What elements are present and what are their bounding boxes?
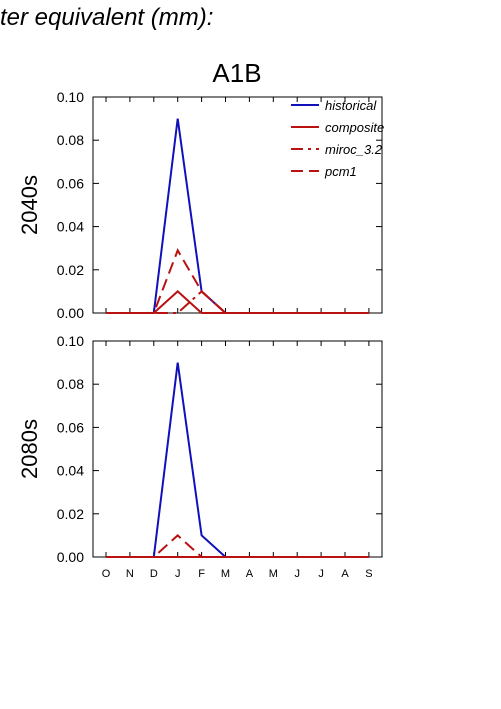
x-tick-label: M — [269, 568, 278, 580]
x-tick-label: J — [294, 568, 300, 580]
y-tick-label: 0.04 — [57, 219, 84, 235]
series-line-historical — [106, 362, 369, 558]
legend-label: miroc_3.2 — [325, 142, 383, 157]
y-axis-label: 2040s — [17, 175, 42, 235]
x-tick-label: J — [175, 568, 181, 580]
x-tick-label: F — [198, 568, 205, 580]
legend-label: composite — [325, 120, 384, 135]
y-tick-label: 0.02 — [57, 262, 84, 278]
x-tick-label: J — [318, 568, 324, 580]
y-tick-label: 0.00 — [57, 305, 84, 321]
y-tick-label: 0.02 — [57, 506, 84, 522]
x-tick-label: D — [150, 568, 158, 580]
panel-2040s: 0.00 0.02 0.04 0.06 0.08 0.10 2040s historical c… — [17, 89, 384, 321]
series-line-composite — [106, 290, 369, 314]
plot-frame — [92, 340, 383, 558]
x-tick-label: M — [221, 568, 230, 580]
y-tick-label: 0.10 — [57, 89, 84, 105]
page-header: ter equivalent (mm): — [0, 4, 214, 31]
y-axis-label: 2080s — [17, 419, 42, 479]
series-line-miroc-3-2 — [106, 290, 369, 314]
y-tick-label: 0.08 — [57, 132, 84, 148]
x-tick-label: O — [102, 568, 111, 580]
x-tick-label: A — [341, 568, 349, 580]
chart-title: A1B — [212, 58, 261, 88]
legend-label: historical — [325, 98, 377, 113]
x-tick-label: N — [126, 568, 134, 580]
y-tick-label: 0.08 — [57, 376, 84, 392]
y-tick-label: 0.10 — [57, 333, 84, 349]
panel-2080s: 0.00 0.02 0.04 0.06 0.08 0.10 O N D J F M A M J J A S 2080… — [17, 333, 383, 580]
y-tick-label: 0.06 — [57, 175, 84, 191]
series-line-pcm1 — [106, 534, 369, 558]
legend: historical composite miroc_3.2 pcm1 — [291, 98, 384, 179]
y-tick-label: 0.00 — [57, 549, 84, 565]
y-tick-label: 0.04 — [57, 463, 84, 479]
legend-label: pcm1 — [324, 164, 357, 179]
x-tick-label: A — [246, 568, 254, 580]
series-line-pcm1 — [106, 248, 369, 314]
x-tick-label: S — [365, 568, 372, 580]
y-tick-label: 0.06 — [57, 419, 84, 435]
